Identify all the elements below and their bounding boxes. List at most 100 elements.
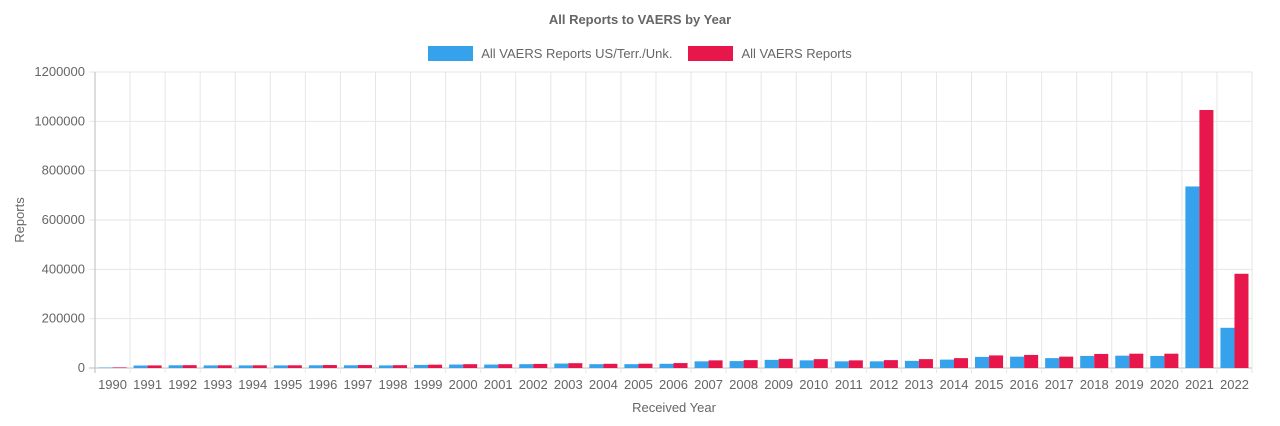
bar-us-1996[interactable] xyxy=(308,365,323,368)
bar-all-2014[interactable] xyxy=(953,358,969,368)
bar-all-1998[interactable] xyxy=(393,365,408,368)
bar-all-1990[interactable] xyxy=(112,367,127,368)
x-tick-label: 2010 xyxy=(799,377,828,392)
bar-all-1993[interactable] xyxy=(217,365,232,368)
legend-label-all: All VAERS Reports xyxy=(741,46,852,61)
x-tick-label: 1992 xyxy=(168,377,197,392)
x-axis-label: Received Year xyxy=(632,400,717,415)
bar-us-2017[interactable] xyxy=(1045,358,1060,368)
bar-us-1992[interactable] xyxy=(168,365,183,368)
bar-all-2012[interactable] xyxy=(883,360,898,368)
x-tick-label: 1993 xyxy=(203,377,232,392)
x-tick-label: 2017 xyxy=(1045,377,1074,392)
bar-all-2015[interactable] xyxy=(989,355,1004,368)
x-tick-label: 2007 xyxy=(694,377,723,392)
bar-us-2022[interactable] xyxy=(1220,327,1235,368)
bar-all-2004[interactable] xyxy=(603,363,618,368)
bar-all-2002[interactable] xyxy=(533,363,548,368)
bar-all-1999[interactable] xyxy=(428,364,443,368)
x-tick-label: 2018 xyxy=(1080,377,1109,392)
x-tick-label: 1994 xyxy=(238,377,267,392)
chart-title: All Reports to VAERS by Year xyxy=(548,12,732,27)
bar-all-2001[interactable] xyxy=(498,364,513,368)
bar-us-2005[interactable] xyxy=(624,364,639,368)
x-tick-label: 2020 xyxy=(1150,377,1179,392)
bar-us-2018[interactable] xyxy=(1080,355,1095,368)
x-tick-label: 2015 xyxy=(975,377,1004,392)
bar-us-1993[interactable] xyxy=(203,365,218,368)
bar-us-1994[interactable] xyxy=(238,365,253,368)
y-tick-label: 600000 xyxy=(42,212,85,227)
bar-us-2014[interactable] xyxy=(939,359,954,368)
y-axis-label: Reports xyxy=(12,197,27,243)
bar-us-2003[interactable] xyxy=(554,363,569,368)
bar-all-2017[interactable] xyxy=(1059,356,1074,368)
y-tick-label: 1200000 xyxy=(34,64,85,79)
bar-us-2008[interactable] xyxy=(729,361,744,368)
bar-us-2002[interactable] xyxy=(519,364,534,368)
bar-all-1995[interactable] xyxy=(287,365,302,368)
x-tick-label: 2003 xyxy=(554,377,583,392)
bar-us-2013[interactable] xyxy=(904,360,919,368)
x-tick-label: 2021 xyxy=(1185,377,1214,392)
bar-all-2016[interactable] xyxy=(1024,354,1039,368)
x-tick-label: 1995 xyxy=(273,377,302,392)
bar-us-1998[interactable] xyxy=(378,365,394,368)
bar-all-1992[interactable] xyxy=(182,365,197,368)
bar-all-2019[interactable] xyxy=(1129,353,1144,368)
bar-us-2011[interactable] xyxy=(834,361,849,368)
x-tick-label: 2000 xyxy=(449,377,478,392)
bar-all-2013[interactable] xyxy=(918,359,933,368)
bar-all-2003[interactable] xyxy=(568,363,583,368)
legend-item-us[interactable]: All VAERS Reports US/Terr./Unk. xyxy=(428,46,672,61)
x-tick-label: 2005 xyxy=(624,377,653,392)
bar-us-2020[interactable] xyxy=(1150,355,1165,368)
bar-us-2010[interactable] xyxy=(799,360,814,368)
bar-all-2005[interactable] xyxy=(638,363,653,368)
bar-all-2022[interactable] xyxy=(1234,273,1249,368)
bar-us-1995[interactable] xyxy=(273,365,288,368)
x-tick-label: 2012 xyxy=(869,377,898,392)
bar-all-2010[interactable] xyxy=(813,359,828,368)
bar-all-2018[interactable] xyxy=(1094,353,1109,368)
bar-all-2021[interactable] xyxy=(1199,109,1214,368)
bar-us-2012[interactable] xyxy=(869,361,884,368)
legend-item-all[interactable]: All VAERS Reports xyxy=(688,46,852,61)
bar-us-2019[interactable] xyxy=(1115,355,1130,368)
x-tick-label: 1999 xyxy=(414,377,443,392)
bar-all-2007[interactable] xyxy=(708,360,723,368)
bar-all-2020[interactable] xyxy=(1164,353,1179,368)
bar-all-1994[interactable] xyxy=(252,365,267,368)
x-tick-label: 2016 xyxy=(1010,377,1039,392)
bar-us-2001[interactable] xyxy=(484,364,499,368)
bar-all-2008[interactable] xyxy=(743,360,758,368)
bar-all-2011[interactable] xyxy=(848,360,863,368)
bar-us-2009[interactable] xyxy=(764,359,779,368)
y-tick-label: 400000 xyxy=(42,261,85,276)
x-tick-label: 2009 xyxy=(764,377,793,392)
bar-us-2016[interactable] xyxy=(1010,356,1025,368)
x-tick-label: 2011 xyxy=(835,377,863,392)
bar-all-2006[interactable] xyxy=(673,363,688,368)
bar-us-2007[interactable] xyxy=(694,361,709,368)
y-tick-label: 800000 xyxy=(42,163,85,178)
legend: All VAERS Reports US/Terr./Unk. All VAER… xyxy=(0,46,1280,61)
legend-swatch-all xyxy=(688,46,734,61)
bar-all-2009[interactable] xyxy=(778,358,793,368)
bar-all-1996[interactable] xyxy=(322,365,337,368)
bar-us-2004[interactable] xyxy=(589,364,604,368)
bar-us-2006[interactable] xyxy=(659,363,674,368)
bar-all-1991[interactable] xyxy=(147,365,162,368)
legend-swatch-us xyxy=(428,46,474,61)
bar-all-2000[interactable] xyxy=(463,364,478,368)
bar-us-2000[interactable] xyxy=(449,364,464,368)
x-tick-label: 2006 xyxy=(659,377,688,392)
bar-us-1997[interactable] xyxy=(343,365,358,368)
bar-us-1991[interactable] xyxy=(133,365,148,368)
bar-all-1997[interactable] xyxy=(357,365,372,368)
bar-us-2015[interactable] xyxy=(975,356,990,368)
bar-us-2021[interactable] xyxy=(1185,186,1200,368)
bar-us-1999[interactable] xyxy=(414,364,429,368)
x-tick-label: 2008 xyxy=(729,377,758,392)
